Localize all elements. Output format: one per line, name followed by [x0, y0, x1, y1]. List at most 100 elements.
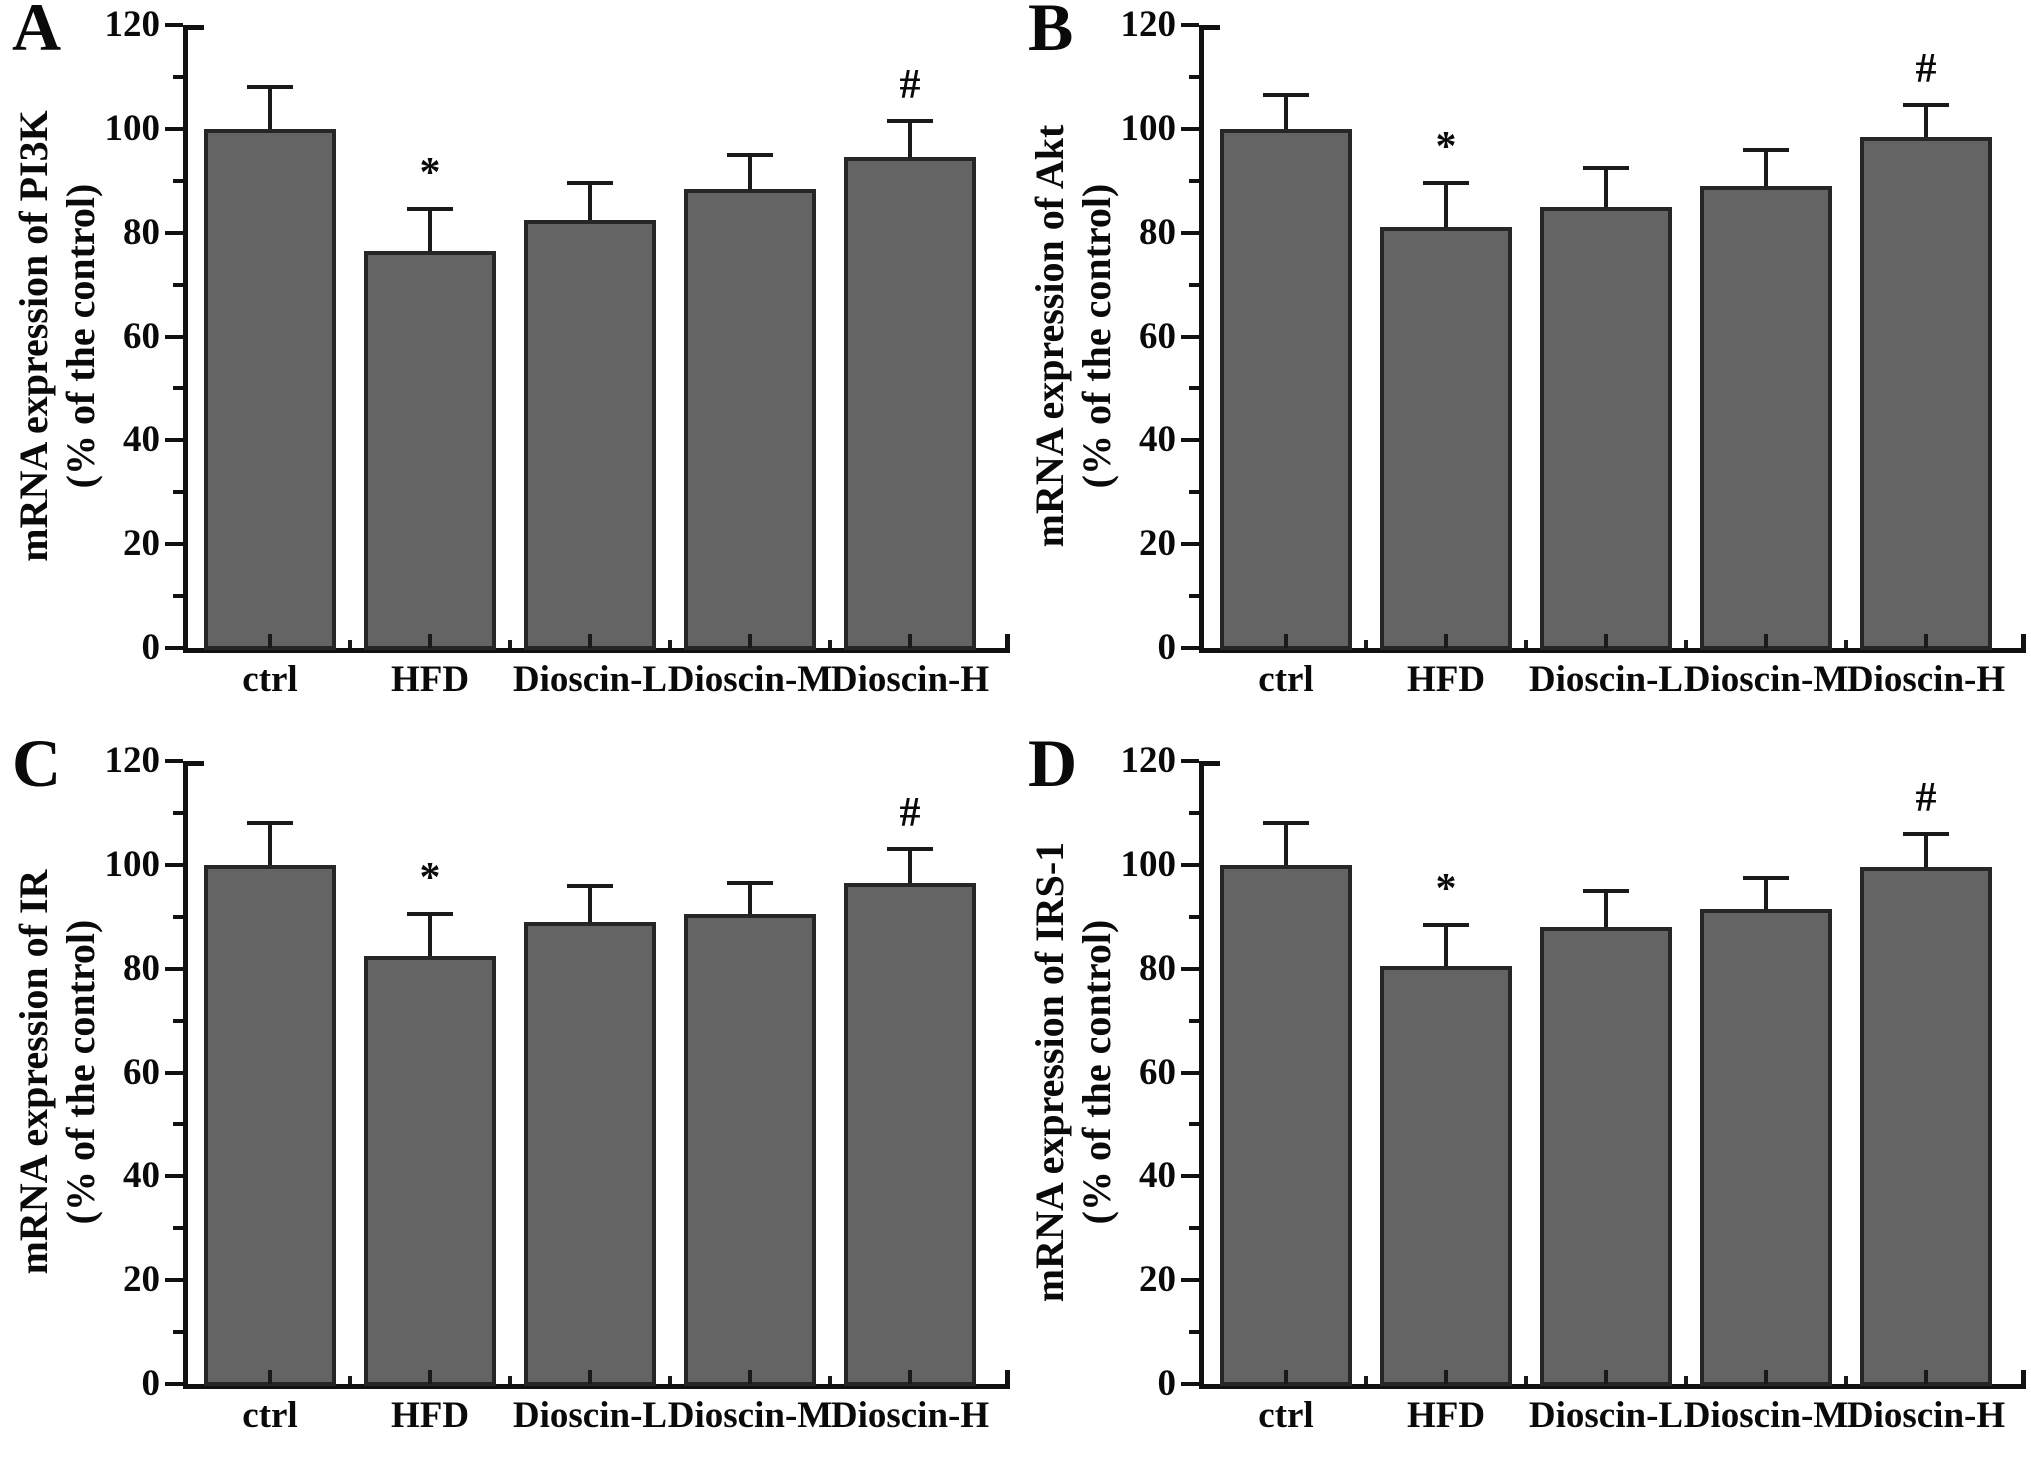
y-minor-tick — [1189, 74, 1199, 79]
y-tick-label: 20 — [1139, 523, 1176, 565]
bar-Dioscin-L — [524, 921, 656, 1386]
x-tick — [908, 1370, 912, 1384]
x-tick — [1284, 1370, 1288, 1384]
error-bar-cap — [407, 912, 453, 917]
y-minor-tick — [1189, 1122, 1199, 1127]
x-axis-line — [1199, 1384, 2026, 1389]
y-major-tick — [1181, 23, 1199, 27]
bar-HFD — [1380, 227, 1512, 650]
bar-Dioscin-H — [1860, 136, 1992, 650]
error-bar-stem — [1764, 877, 1768, 909]
error-bar-cap — [727, 152, 773, 157]
plot-area: 0 20 40 60 80 100 120 ctrl HFD * Dioscin-L Dioscin-… — [1016, 736, 2031, 1472]
y-tick-label: 80 — [123, 947, 160, 989]
y-major-tick — [1181, 1070, 1199, 1075]
bar-Dioscin-H — [844, 883, 976, 1386]
x-tick — [1444, 634, 1448, 648]
y-tick-label: 120 — [104, 740, 161, 781]
panel-C: C mRNA expression of IR (% of the contro… — [0, 726, 1015, 1472]
y-major-tick — [1181, 862, 1199, 867]
error-bar-cap — [1903, 103, 1949, 108]
y-tick-label: 40 — [123, 419, 160, 461]
y-major-tick — [1181, 542, 1199, 547]
y-major-tick — [1181, 646, 1199, 650]
y-axis-top-cap — [1204, 761, 1220, 766]
x-minor-tick — [348, 1376, 352, 1384]
category-label-Dioscin-L: Dioscin-L — [512, 659, 668, 700]
y-tick-label: 60 — [123, 1051, 160, 1093]
y-major-tick — [165, 542, 183, 547]
y-minor-tick — [173, 810, 183, 815]
x-axis-line — [183, 1384, 1010, 1389]
panel-A: A mRNA expression of PI3K (% of the cont… — [0, 0, 1015, 736]
y-tick-label: 100 — [104, 107, 161, 149]
x-tick — [1284, 634, 1288, 648]
x-tick — [1444, 1370, 1448, 1384]
y-tick-label: 60 — [1139, 1051, 1176, 1093]
y-minor-tick — [173, 1330, 183, 1335]
significance-mark: # — [1915, 46, 1937, 93]
x-minor-tick — [828, 640, 832, 648]
y-tick-label: 0 — [141, 1363, 161, 1404]
bar-Dioscin-H — [844, 157, 976, 650]
panel-letter: C — [12, 725, 62, 801]
y-axis-line — [1199, 25, 1204, 653]
y-tick-label: 40 — [1139, 419, 1176, 461]
y-major-tick — [165, 862, 183, 867]
y-major-tick — [1181, 966, 1199, 971]
y-major-tick — [165, 23, 183, 27]
significance-mark: # — [1915, 774, 1937, 821]
error-bar-cap — [1423, 181, 1469, 186]
y-major-tick — [165, 1174, 183, 1179]
x-axis-line — [1199, 648, 2026, 653]
y-minor-tick — [1189, 282, 1199, 287]
bar-Dioscin-M — [684, 188, 816, 650]
error-bar-cap — [727, 881, 773, 885]
x-minor-tick — [668, 1376, 672, 1384]
category-label-ctrl: ctrl — [1258, 1395, 1314, 1436]
x-minor-tick — [1844, 640, 1848, 648]
category-label-HFD: HFD — [390, 659, 470, 700]
y-major-tick — [165, 1278, 183, 1283]
error-bar-cap — [247, 85, 293, 90]
bar-HFD — [364, 250, 496, 650]
x-axis-end-cap — [1005, 1370, 1010, 1389]
x-axis-end-cap — [2021, 634, 2026, 653]
category-label-Dioscin-H: Dioscin-H — [1846, 1395, 2006, 1436]
y-minor-tick — [173, 594, 183, 599]
error-bar-cap — [407, 207, 453, 212]
category-label-Dioscin-M: Dioscin-M — [1683, 659, 1849, 700]
category-label-Dioscin-M: Dioscin-M — [667, 1395, 833, 1436]
x-minor-tick — [348, 640, 352, 648]
y-tick-label: 120 — [104, 4, 161, 45]
x-minor-tick — [1524, 1376, 1528, 1384]
y-tick-label: 120 — [1120, 4, 1177, 45]
x-axis-line — [183, 648, 1010, 653]
y-major-tick — [1181, 126, 1199, 131]
error-bar-stem — [1284, 95, 1288, 129]
error-bar-stem — [428, 914, 432, 956]
y-minor-tick — [173, 1226, 183, 1231]
bar-ctrl — [204, 128, 336, 650]
y-tick-label: 20 — [123, 523, 160, 565]
y-tick-label: 100 — [1120, 107, 1177, 149]
x-axis-end-cap — [1005, 634, 1010, 653]
error-bar-stem — [268, 823, 272, 865]
bar-Dioscin-M — [684, 914, 816, 1386]
bar-Dioscin-M — [1700, 908, 1832, 1386]
error-bar-cap — [1263, 93, 1309, 98]
y-tick-label: 100 — [1120, 843, 1177, 885]
y-tick-label: 80 — [123, 211, 160, 253]
bar-Dioscin-L — [1540, 206, 1672, 650]
y-axis-line — [183, 761, 188, 1389]
panel-B: B mRNA expression of Akt (% of the contr… — [1016, 0, 2031, 736]
x-tick — [428, 634, 432, 648]
plot-area: 0 20 40 60 80 100 120 ctrl HFD * Dioscin-L Dioscin-… — [0, 736, 1015, 1472]
x-minor-tick — [508, 1376, 512, 1384]
x-tick — [1604, 634, 1608, 648]
error-bar-stem — [1604, 890, 1608, 928]
error-bar-cap — [1743, 875, 1789, 880]
y-tick-label: 0 — [141, 627, 161, 668]
y-tick-label: 0 — [1157, 627, 1177, 668]
x-tick — [428, 1370, 432, 1384]
